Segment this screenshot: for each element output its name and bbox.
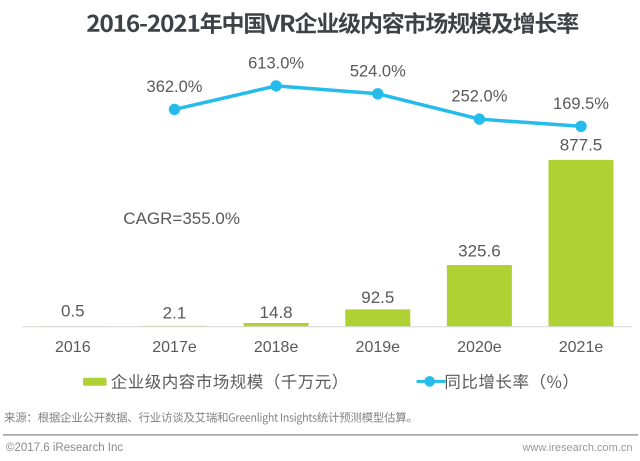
svg-text:CAGR=355.0%: CAGR=355.0% (123, 209, 240, 228)
svg-text:2020e: 2020e (457, 339, 502, 356)
svg-text:2019e: 2019e (356, 339, 401, 356)
svg-text:613.0%: 613.0% (248, 54, 304, 72)
svg-text:877.5: 877.5 (560, 136, 603, 155)
svg-text:524.0%: 524.0% (350, 62, 406, 80)
svg-text:2021e: 2021e (559, 339, 604, 356)
svg-text:0.5: 0.5 (61, 302, 85, 321)
svg-text:325.6: 325.6 (458, 242, 501, 261)
svg-text:2017e: 2017e (152, 339, 197, 356)
svg-text:©2017.6 iResearch Inc: ©2017.6 iResearch Inc (6, 442, 123, 454)
svg-text:2016: 2016 (55, 339, 91, 356)
svg-text:362.0%: 362.0% (147, 78, 203, 96)
svg-text:www.iresearch.com.cn: www.iresearch.com.cn (521, 442, 632, 454)
svg-text:2018e: 2018e (254, 339, 299, 356)
svg-text:92.5: 92.5 (361, 288, 394, 307)
svg-text:14.8: 14.8 (260, 303, 293, 322)
svg-text:252.0%: 252.0% (451, 88, 507, 106)
svg-text:2.1: 2.1 (163, 304, 187, 323)
svg-text:169.5%: 169.5% (553, 95, 609, 113)
